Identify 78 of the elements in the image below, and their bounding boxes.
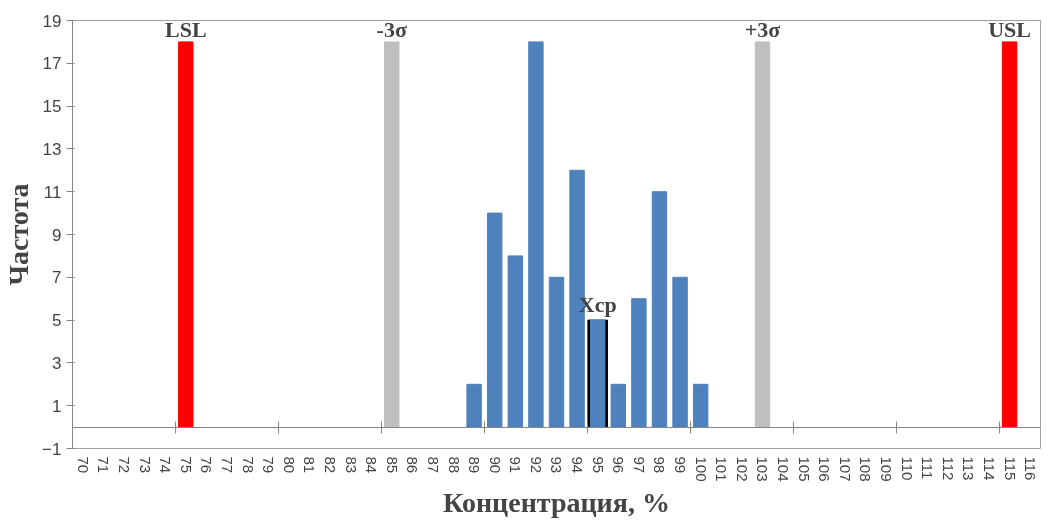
x-tick-label: 97 [630, 456, 648, 474]
x-tick-label: 89 [466, 456, 484, 474]
y-tick-label: 5 [52, 311, 62, 331]
x-tick-label: 90 [486, 456, 504, 474]
bar [754, 41, 771, 428]
y-tick-label: −1 [42, 439, 62, 459]
x-tick-label: 79 [260, 456, 278, 474]
x-tick-label: 81 [301, 456, 319, 474]
x-tick-label: 113 [960, 456, 978, 481]
x-tick-label: 74 [157, 456, 175, 474]
bar [487, 212, 503, 428]
bar [631, 298, 647, 428]
x-tick-label: 75 [177, 456, 195, 474]
x-tick-label: 94 [569, 456, 587, 474]
bar [651, 191, 668, 428]
y-tick-label: 7 [52, 268, 62, 288]
bar [507, 255, 524, 428]
x-tick-label: 77 [218, 456, 236, 474]
bar [384, 41, 400, 428]
x-tick-label: 71 [95, 456, 113, 474]
bar [692, 383, 709, 428]
x-tick-label: 78 [239, 456, 257, 474]
annotation: -3σ [376, 16, 407, 42]
x-tick-label: 107 [836, 456, 854, 482]
bar [548, 276, 565, 428]
x-tick-label: 84 [363, 456, 381, 474]
x-tick-label: 73 [136, 456, 154, 474]
x-tick-label: 93 [548, 456, 566, 474]
bar [178, 41, 194, 428]
x-tick-label: 109 [878, 456, 896, 482]
x-tick-label: 99 [672, 456, 690, 474]
annotation: +3σ [744, 16, 781, 42]
y-tick-label: 15 [42, 97, 62, 117]
x-tick-label: 114 [981, 456, 999, 481]
x-tick-label: 96 [610, 456, 628, 474]
annotation: LSL [164, 16, 207, 42]
x-tick-label: 115 [1001, 456, 1019, 481]
x-tick-label: 87 [424, 456, 442, 474]
x-tick-label: 111 [919, 456, 937, 480]
x-tick-label: 83 [342, 456, 360, 474]
x-tick-label: 70 [74, 456, 92, 474]
x-tick-label: 108 [857, 456, 875, 482]
bar [528, 41, 544, 428]
bar [466, 383, 482, 428]
y-tick-label: 1 [52, 396, 62, 416]
x-tick-label: 82 [321, 456, 339, 474]
y-tick-label: 13 [42, 139, 62, 159]
bar [672, 276, 688, 428]
y-tick-label: 9 [52, 225, 62, 245]
x-tick-label: 72 [115, 456, 133, 474]
x-tick-label: 86 [404, 456, 422, 474]
x-tick-label: 85 [383, 456, 401, 474]
x-axis-title: Концентрация, % [443, 486, 670, 518]
x-tick-label: 95 [589, 456, 607, 474]
annotation: USL [988, 16, 1031, 42]
x-tick-label: 80 [280, 456, 298, 474]
x-tick-label: 102 [733, 456, 751, 482]
x-tick-label: 105 [795, 456, 813, 482]
x-tick-label: 92 [527, 456, 545, 474]
x-tick-label: 110 [898, 456, 916, 481]
y-tick-label: 19 [42, 11, 62, 31]
x-tick-label: 103 [754, 456, 772, 482]
y-tick-label: 11 [43, 182, 62, 202]
x-tick-label: 104 [775, 456, 793, 482]
bar [610, 383, 626, 428]
x-tick-label: 112 [939, 456, 957, 481]
x-tick-label: 98 [651, 456, 669, 474]
x-tick-label: 101 [713, 456, 731, 482]
x-tick-label: 100 [692, 456, 710, 482]
x-tick-label: 88 [445, 456, 463, 474]
bar [1001, 41, 1018, 428]
x-tick-label: 116 [1022, 456, 1040, 481]
x-tick-label: 76 [198, 456, 216, 474]
y-axis-title: Частота [3, 183, 35, 286]
y-tick-label: 3 [52, 353, 62, 373]
x-tick-label: 106 [816, 456, 834, 482]
y-tick-label: 17 [42, 54, 62, 74]
x-tick-label: 91 [507, 456, 525, 474]
